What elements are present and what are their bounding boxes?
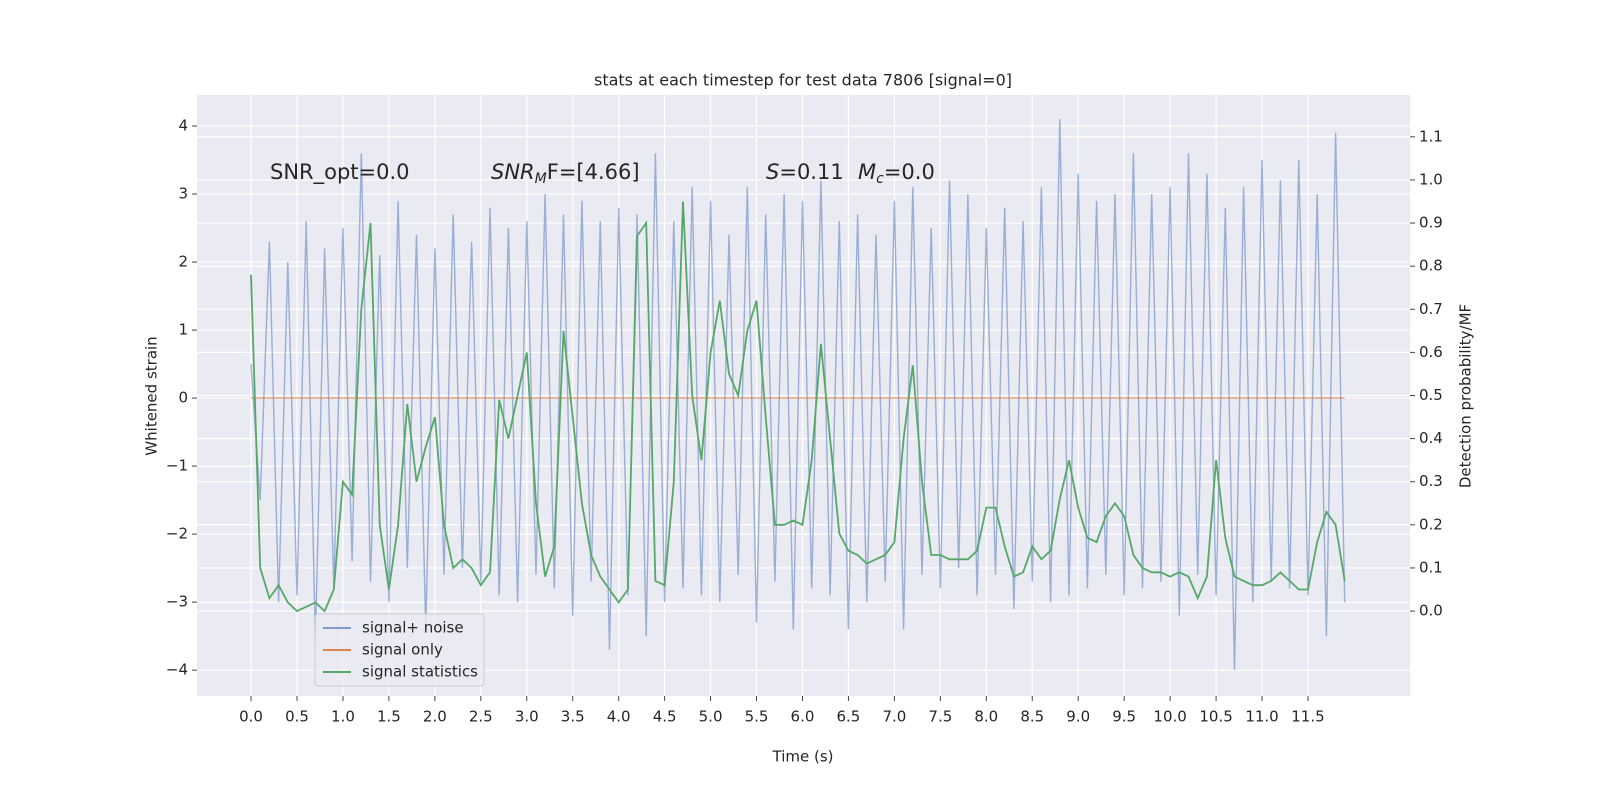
lines: [250, 119, 1346, 671]
x-tick-label: 7.0: [882, 708, 906, 726]
annotations: SNR_opt=0.0 SNRMF=[4.66] S=0.11 Mc=0.0: [270, 160, 935, 187]
y2-tick-label: 0.3: [1419, 472, 1443, 490]
x-tick-label: 11.5: [1291, 708, 1324, 726]
series-line: [250, 119, 1346, 671]
x-tick-label: 7.5: [928, 708, 952, 726]
legend-label: signal only: [362, 641, 443, 659]
x-tick-label: 3.5: [561, 708, 585, 726]
y-tick-label: −1: [166, 457, 188, 475]
annotation: Mc=0.0: [858, 160, 935, 187]
y-tick-label: −3: [166, 593, 188, 611]
y-tick-label: 0: [178, 389, 188, 407]
y-tick-label: 1: [178, 321, 188, 339]
x-tick-label: 1.0: [331, 708, 355, 726]
x-tick-label: 0.0: [239, 708, 263, 726]
x-tick-label: 9.5: [1112, 708, 1136, 726]
y2-tick-label: 0.6: [1419, 343, 1443, 361]
y2-tick-label: 1.1: [1419, 127, 1443, 145]
annotation-part: c: [876, 171, 884, 187]
x-tick-label: 10.5: [1199, 708, 1232, 726]
x-tick-label: 5.5: [745, 708, 769, 726]
annotation-part: SNR_opt=0.0: [270, 160, 410, 185]
x-tick-label: 9.0: [1066, 708, 1090, 726]
y2-axis-label: Detection probability/MF: [1457, 304, 1475, 488]
y-tick-label: 2: [178, 253, 188, 271]
annotation-part: =0.11: [779, 160, 843, 184]
x-tick-label: 4.5: [653, 708, 677, 726]
annotation-part: M: [858, 160, 876, 184]
x-tick-label: 3.0: [515, 708, 539, 726]
annotation: SNRMF=[4.66]: [491, 160, 640, 187]
legend-box: [314, 613, 485, 687]
y2-tick-label: 0.1: [1419, 558, 1443, 576]
y2-tick-label: 0.7: [1419, 300, 1443, 318]
axes: 0.0 0.5 1.0 1.5 2.0 2.5 3.0 3.5 4.0 4.5 5.0 5.5 6.0 6…: [166, 117, 1443, 726]
annotation-part: F=[4.66]: [547, 160, 640, 184]
legend-label: signal+ noise: [362, 619, 464, 637]
y2-tick-label: 0.0: [1419, 602, 1443, 620]
y2-tick-label: 0.9: [1419, 214, 1443, 232]
x-tick-label: 10.0: [1153, 708, 1186, 726]
annotation-part: S: [766, 160, 779, 184]
x-tick-label: 4.0: [607, 708, 631, 726]
y2-tick-label: 0.4: [1419, 429, 1443, 447]
annotation: SNR_opt=0.0: [270, 160, 410, 185]
x-tick-label: 6.0: [791, 708, 815, 726]
x-tick-label: 8.5: [1020, 708, 1044, 726]
x-tick-label: 6.5: [837, 708, 861, 726]
x-tick-label: 1.5: [377, 708, 401, 726]
x-tick-label: 2.0: [423, 708, 447, 726]
y2-tick-label: 0.2: [1419, 515, 1443, 533]
y-tick-label: 4: [178, 117, 188, 135]
legend-label: signal statistics: [362, 663, 478, 681]
annotation-part: =0.0: [884, 160, 935, 184]
x-tick-label: 2.5: [469, 708, 493, 726]
y-tick-label: 3: [178, 185, 188, 203]
x-tick-label: 8.0: [974, 708, 998, 726]
x-tick-label: 5.0: [699, 708, 723, 726]
x-axis-label: Time (s): [772, 748, 834, 766]
chart-title: stats at each timestep for test data 780…: [594, 71, 1012, 90]
y-tick-label: −2: [166, 525, 188, 543]
legend: signal+ noise signal only signal statistic…: [314, 613, 485, 687]
x-tick-label: 11.0: [1245, 708, 1278, 726]
y2-tick-label: 1.0: [1419, 170, 1443, 188]
y-axis-label: Whitened strain: [143, 336, 161, 455]
annotation: S=0.11: [766, 160, 844, 184]
series-line: [250, 201, 1346, 613]
y-tick-label: −4: [166, 661, 188, 679]
annotation-part: M: [535, 171, 547, 187]
annotation-part: SNR: [491, 160, 535, 184]
y2-tick-label: 0.8: [1419, 257, 1443, 275]
y2-tick-label: 0.5: [1419, 386, 1443, 404]
x-tick-label: 0.5: [285, 708, 309, 726]
